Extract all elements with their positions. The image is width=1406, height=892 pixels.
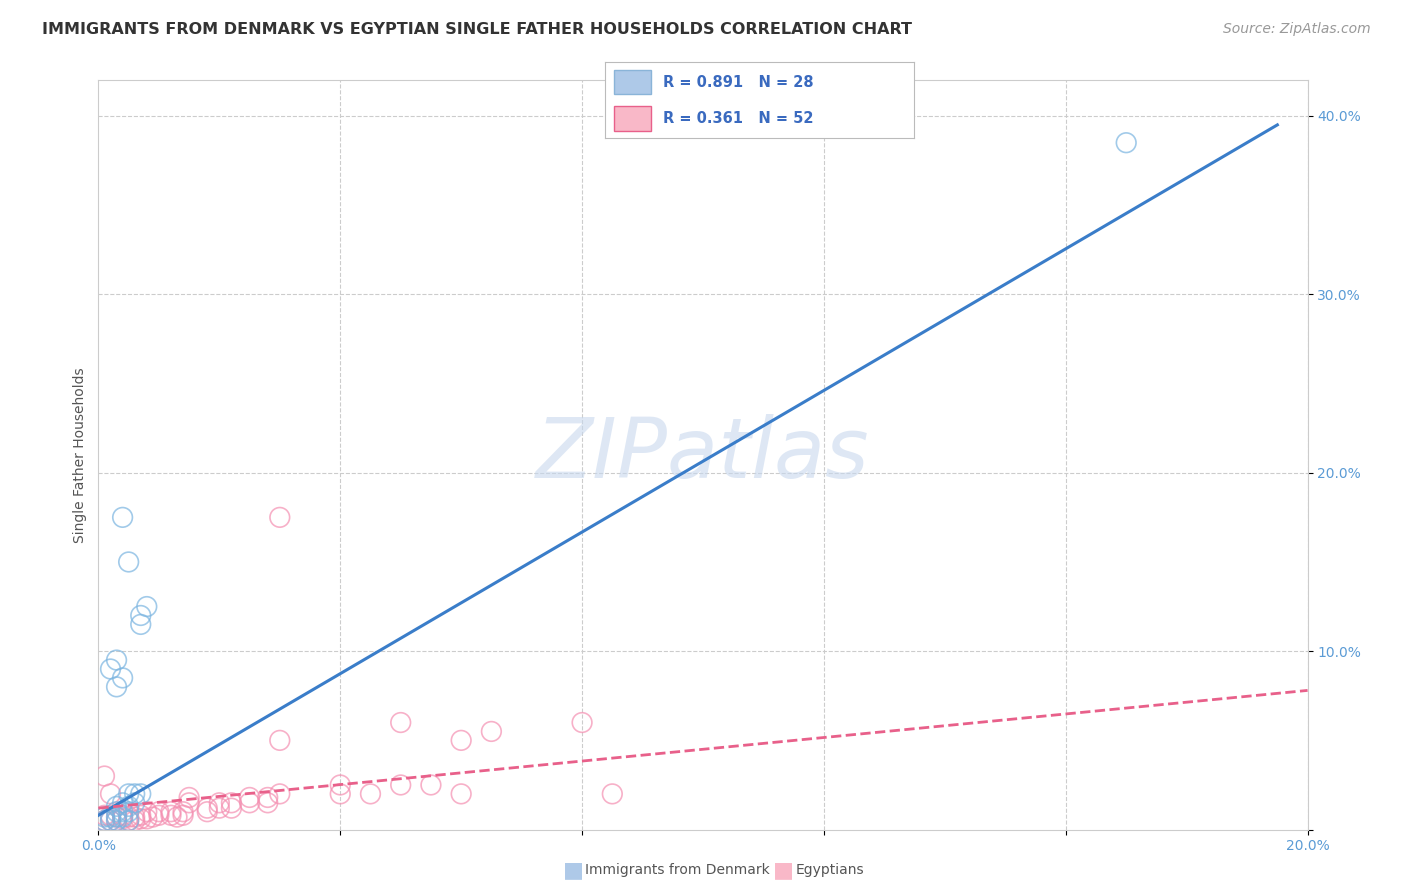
Point	[105, 799, 128, 814]
Point	[111, 671, 134, 685]
Point	[450, 787, 472, 801]
Point	[100, 662, 122, 676]
Point	[111, 810, 134, 824]
Bar	[614, 106, 651, 130]
Point	[172, 808, 194, 822]
Point	[129, 617, 152, 632]
Text: IMMIGRANTS FROM DENMARK VS EGYPTIAN SINGLE FATHER HOUSEHOLDS CORRELATION CHART: IMMIGRANTS FROM DENMARK VS EGYPTIAN SING…	[42, 22, 912, 37]
Point	[135, 812, 157, 826]
Point	[105, 653, 128, 667]
Point	[124, 810, 146, 824]
Point	[124, 787, 146, 801]
Point	[389, 715, 412, 730]
Point	[450, 733, 472, 747]
Point	[135, 805, 157, 819]
Point	[111, 796, 134, 810]
Point	[166, 810, 188, 824]
Point	[221, 801, 243, 815]
Point	[105, 805, 128, 819]
Point	[269, 733, 291, 747]
Point	[105, 680, 128, 694]
Point	[329, 778, 352, 792]
Text: ZIPatlas: ZIPatlas	[536, 415, 870, 495]
Point	[111, 510, 134, 524]
Point	[111, 812, 134, 826]
Point	[93, 810, 115, 824]
Point	[100, 787, 122, 801]
Point	[269, 787, 291, 801]
Point	[124, 796, 146, 810]
Point	[129, 808, 152, 822]
Point	[195, 801, 218, 815]
Point	[142, 810, 165, 824]
Point	[160, 805, 183, 819]
Point	[93, 808, 115, 822]
Point	[93, 814, 115, 828]
Point	[129, 787, 152, 801]
Point	[360, 787, 382, 801]
Point	[111, 808, 134, 822]
Point	[129, 812, 152, 826]
Point	[160, 808, 183, 822]
Text: Egyptians: Egyptians	[796, 863, 865, 877]
Point	[179, 796, 201, 810]
Point	[135, 599, 157, 614]
Point	[1115, 136, 1137, 150]
Point	[571, 715, 593, 730]
Point	[179, 790, 201, 805]
Point	[256, 790, 278, 805]
Point	[118, 814, 141, 828]
Point	[105, 814, 128, 828]
Point	[118, 814, 141, 828]
Text: Source: ZipAtlas.com: Source: ZipAtlas.com	[1223, 22, 1371, 37]
Point	[172, 805, 194, 819]
Point	[208, 801, 231, 815]
Text: R = 0.891   N = 28: R = 0.891 N = 28	[664, 75, 814, 90]
Point	[129, 608, 152, 623]
Point	[148, 805, 170, 819]
Point	[118, 810, 141, 824]
Point	[148, 808, 170, 822]
Point	[239, 796, 262, 810]
Point	[481, 724, 503, 739]
Point	[100, 808, 122, 822]
Point	[269, 510, 291, 524]
Bar	[614, 70, 651, 95]
Text: ■: ■	[562, 860, 583, 880]
Point	[124, 814, 146, 828]
Text: R = 0.361   N = 52: R = 0.361 N = 52	[664, 111, 814, 126]
Text: Immigrants from Denmark: Immigrants from Denmark	[585, 863, 769, 877]
Point	[105, 814, 128, 828]
Point	[329, 787, 352, 801]
Text: ■: ■	[773, 860, 794, 880]
Point	[118, 799, 141, 814]
Point	[100, 810, 122, 824]
Point	[256, 796, 278, 810]
Point	[111, 805, 134, 819]
Point	[195, 805, 218, 819]
Point	[118, 555, 141, 569]
Point	[105, 810, 128, 824]
Point	[239, 790, 262, 805]
Point	[389, 778, 412, 792]
Y-axis label: Single Father Households: Single Father Households	[73, 368, 87, 542]
Point	[105, 810, 128, 824]
Point	[93, 814, 115, 828]
Point	[93, 769, 115, 783]
Point	[602, 787, 624, 801]
Point	[221, 796, 243, 810]
Point	[118, 805, 141, 819]
Point	[118, 787, 141, 801]
Point	[100, 814, 122, 828]
Point	[208, 796, 231, 810]
Point	[420, 778, 443, 792]
Point	[100, 814, 122, 828]
